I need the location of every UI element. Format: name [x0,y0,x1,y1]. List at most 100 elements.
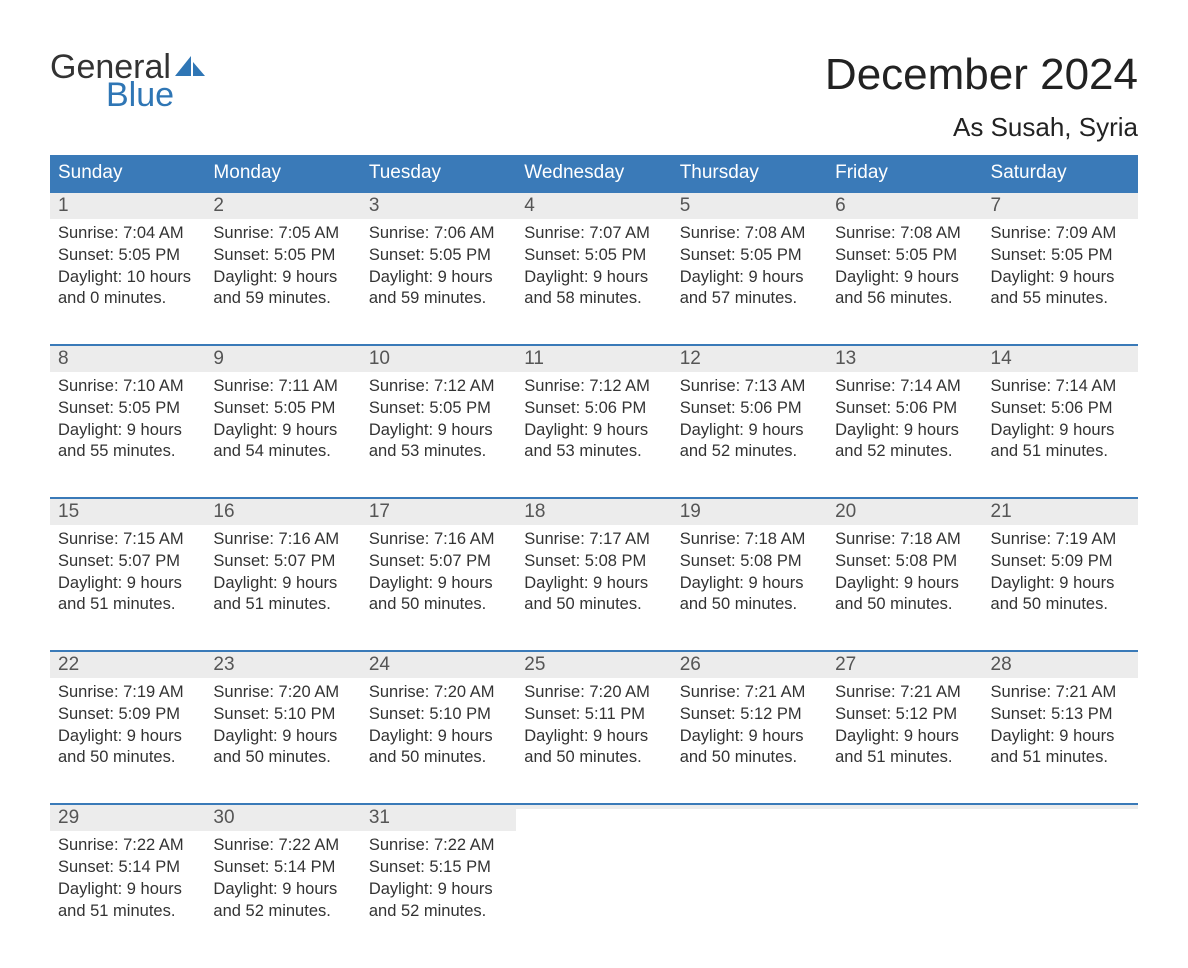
day-number: 23 [213,654,234,675]
day-cell: 24Sunrise: 7:20 AMSunset: 5:10 PMDayligh… [361,652,516,775]
daylight-text: and 50 minutes. [680,594,819,616]
day-number-row: 21 [983,499,1138,525]
daylight-text: and 57 minutes. [680,288,819,310]
daylight-text: Daylight: 9 hours [369,573,508,595]
daylight-text: Daylight: 9 hours [369,726,508,748]
daylight-text: and 50 minutes. [991,594,1130,616]
day-number-row: 13 [827,346,982,372]
day-body: Sunrise: 7:21 AMSunset: 5:13 PMDaylight:… [983,678,1138,769]
day-cell: 3Sunrise: 7:06 AMSunset: 5:05 PMDaylight… [361,193,516,316]
day-cell: 4Sunrise: 7:07 AMSunset: 5:05 PMDaylight… [516,193,671,316]
daylight-text: and 52 minutes. [835,441,974,463]
day-number-row: 8 [50,346,205,372]
daylight-text: Daylight: 9 hours [835,267,974,289]
day-body: Sunrise: 7:14 AMSunset: 5:06 PMDaylight:… [827,372,982,463]
day-cell: 26Sunrise: 7:21 AMSunset: 5:12 PMDayligh… [672,652,827,775]
sunrise-text: Sunrise: 7:12 AM [369,376,508,398]
day-body: Sunrise: 7:08 AMSunset: 5:05 PMDaylight:… [672,219,827,310]
day-number: 9 [213,348,224,369]
sunset-text: Sunset: 5:10 PM [213,704,352,726]
day-number-row: 12 [672,346,827,372]
sunset-text: Sunset: 5:07 PM [58,551,197,573]
day-number-row: 18 [516,499,671,525]
sunrise-text: Sunrise: 7:16 AM [369,529,508,551]
daylight-text: and 52 minutes. [369,901,508,923]
daylight-text: and 51 minutes. [991,441,1130,463]
daylight-text: and 50 minutes. [524,747,663,769]
day-cell [827,805,982,928]
daylight-text: and 50 minutes. [369,594,508,616]
daylight-text: and 55 minutes. [58,441,197,463]
day-body: Sunrise: 7:20 AMSunset: 5:11 PMDaylight:… [516,678,671,769]
sunrise-text: Sunrise: 7:08 AM [835,223,974,245]
daylight-text: Daylight: 9 hours [213,879,352,901]
day-body: Sunrise: 7:14 AMSunset: 5:06 PMDaylight:… [983,372,1138,463]
sunset-text: Sunset: 5:05 PM [213,398,352,420]
day-number: 2 [213,195,224,216]
day-number-row: 16 [205,499,360,525]
day-number-row: 26 [672,652,827,678]
daylight-text: and 52 minutes. [213,901,352,923]
sunset-text: Sunset: 5:05 PM [369,398,508,420]
day-body: Sunrise: 7:22 AMSunset: 5:14 PMDaylight:… [50,831,205,922]
day-number-row: 5 [672,193,827,219]
daylight-text: Daylight: 9 hours [991,267,1130,289]
sunrise-text: Sunrise: 7:22 AM [369,835,508,857]
sunset-text: Sunset: 5:07 PM [369,551,508,573]
sunset-text: Sunset: 5:05 PM [58,398,197,420]
sunrise-text: Sunrise: 7:20 AM [213,682,352,704]
sunrise-text: Sunrise: 7:15 AM [58,529,197,551]
daylight-text: Daylight: 9 hours [213,420,352,442]
day-cell: 15Sunrise: 7:15 AMSunset: 5:07 PMDayligh… [50,499,205,622]
day-number-row: 11 [516,346,671,372]
sunset-text: Sunset: 5:15 PM [369,857,508,879]
daylight-text: and 54 minutes. [213,441,352,463]
day-number-row: 27 [827,652,982,678]
daylight-text: Daylight: 9 hours [991,420,1130,442]
day-cell: 16Sunrise: 7:16 AMSunset: 5:07 PMDayligh… [205,499,360,622]
day-body: Sunrise: 7:05 AMSunset: 5:05 PMDaylight:… [205,219,360,310]
day-body: Sunrise: 7:12 AMSunset: 5:06 PMDaylight:… [516,372,671,463]
header: General Blue December 2024 As Susah, Syr… [50,50,1138,143]
day-cell: 6Sunrise: 7:08 AMSunset: 5:05 PMDaylight… [827,193,982,316]
day-body: Sunrise: 7:15 AMSunset: 5:07 PMDaylight:… [50,525,205,616]
daylight-text: Daylight: 9 hours [58,879,197,901]
day-body: Sunrise: 7:17 AMSunset: 5:08 PMDaylight:… [516,525,671,616]
sunset-text: Sunset: 5:05 PM [524,245,663,267]
day-cell: 30Sunrise: 7:22 AMSunset: 5:14 PMDayligh… [205,805,360,928]
day-cell: 27Sunrise: 7:21 AMSunset: 5:12 PMDayligh… [827,652,982,775]
day-body: Sunrise: 7:19 AMSunset: 5:09 PMDaylight:… [983,525,1138,616]
day-body: Sunrise: 7:22 AMSunset: 5:14 PMDaylight:… [205,831,360,922]
daylight-text: Daylight: 9 hours [213,573,352,595]
sunrise-text: Sunrise: 7:14 AM [835,376,974,398]
day-cell: 29Sunrise: 7:22 AMSunset: 5:14 PMDayligh… [50,805,205,928]
day-body: Sunrise: 7:19 AMSunset: 5:09 PMDaylight:… [50,678,205,769]
sunset-text: Sunset: 5:05 PM [369,245,508,267]
day-cell [983,805,1138,928]
daylight-text: and 50 minutes. [58,747,197,769]
day-number-row: 15 [50,499,205,525]
day-number: 27 [835,654,856,675]
day-number: 12 [680,348,701,369]
day-number-row: 7 [983,193,1138,219]
day-number: 19 [680,501,701,522]
day-number-row: 2 [205,193,360,219]
week-row: 15Sunrise: 7:15 AMSunset: 5:07 PMDayligh… [50,497,1138,622]
day-body: Sunrise: 7:08 AMSunset: 5:05 PMDaylight:… [827,219,982,310]
sunset-text: Sunset: 5:06 PM [680,398,819,420]
sunset-text: Sunset: 5:14 PM [213,857,352,879]
day-number-row: 19 [672,499,827,525]
daylight-text: and 53 minutes. [524,441,663,463]
day-number-row: 29 [50,805,205,831]
day-number: 10 [369,348,390,369]
day-number-row: 25 [516,652,671,678]
daylight-text: and 59 minutes. [213,288,352,310]
sunrise-text: Sunrise: 7:20 AM [524,682,663,704]
day-cell: 18Sunrise: 7:17 AMSunset: 5:08 PMDayligh… [516,499,671,622]
sunrise-text: Sunrise: 7:22 AM [213,835,352,857]
sunset-text: Sunset: 5:05 PM [680,245,819,267]
title-block: December 2024 As Susah, Syria [825,50,1138,143]
weekday-header: Friday [827,155,982,191]
sunrise-text: Sunrise: 7:22 AM [58,835,197,857]
day-number-row: 14 [983,346,1138,372]
